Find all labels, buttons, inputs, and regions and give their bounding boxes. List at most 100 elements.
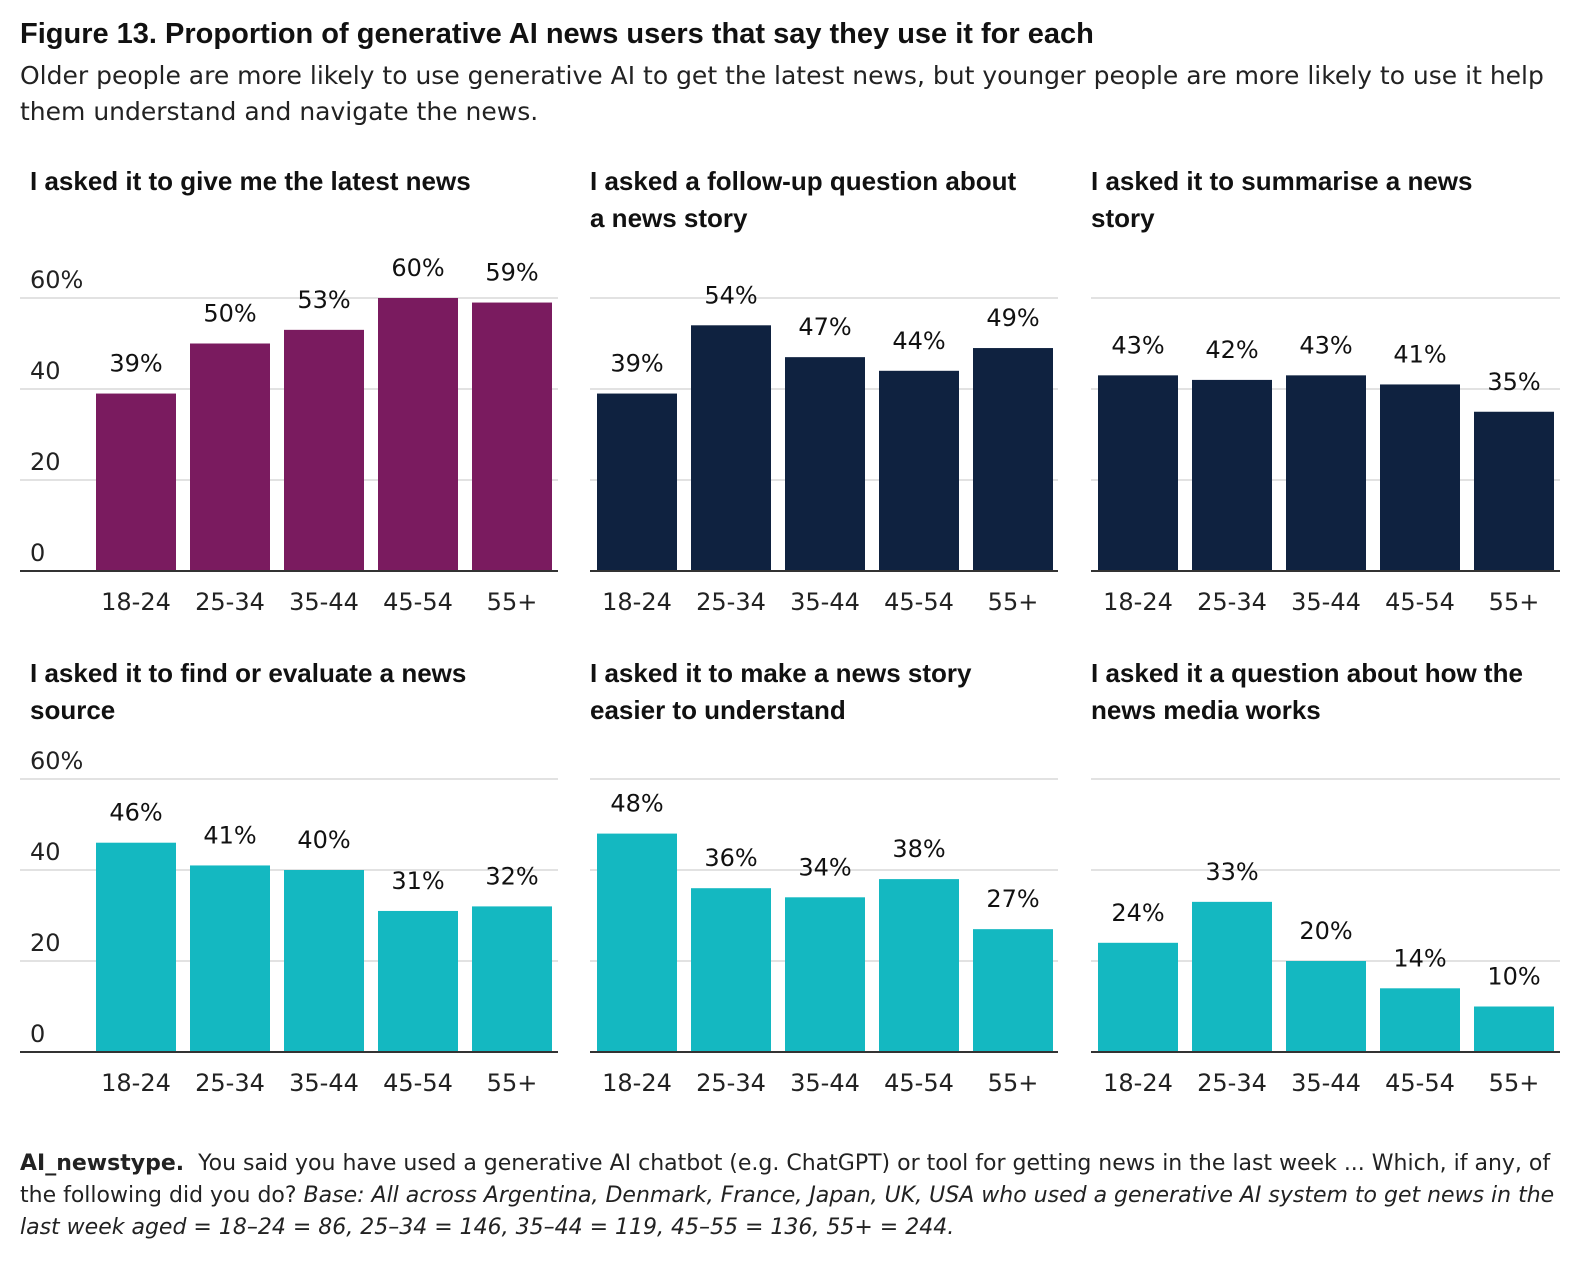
data-label: 60% xyxy=(391,254,444,282)
x-tick-label: 45-54 xyxy=(383,1069,453,1097)
bar xyxy=(1380,988,1460,1052)
data-label: 39% xyxy=(109,350,162,378)
x-tick-label: 55+ xyxy=(1489,588,1540,616)
bar xyxy=(378,298,458,571)
y-tick-label: 40 xyxy=(30,838,61,866)
panel-title: I asked it a question about how the xyxy=(1091,658,1523,688)
bar xyxy=(472,302,552,571)
bar xyxy=(785,897,865,1052)
footnote-label: AI_newstype. xyxy=(20,1151,185,1176)
footnote-question: You said you have used a generative AI c… xyxy=(20,1151,1551,1208)
bar xyxy=(190,865,270,1052)
bar xyxy=(96,393,176,571)
footnote-base: Base: All across Argentina, Denmark, Fra… xyxy=(20,1183,1555,1240)
bar xyxy=(96,842,176,1052)
data-label: 10% xyxy=(1487,963,1540,991)
bar xyxy=(879,370,959,571)
x-tick-label: 25-34 xyxy=(1197,1069,1267,1097)
footnote: AI_newstype. You said you have used a ge… xyxy=(20,1148,1560,1244)
x-tick-label: 45-54 xyxy=(1385,588,1455,616)
x-tick-label: 45-54 xyxy=(884,1069,954,1097)
data-label: 42% xyxy=(1205,336,1258,364)
data-label: 33% xyxy=(1205,858,1258,886)
bar xyxy=(597,833,677,1052)
data-label: 34% xyxy=(798,853,851,881)
data-label: 40% xyxy=(297,826,350,854)
x-tick-label: 18-24 xyxy=(101,588,171,616)
data-label: 41% xyxy=(203,821,256,849)
x-tick-label: 35-44 xyxy=(790,1069,860,1097)
x-tick-label: 18-24 xyxy=(602,1069,672,1097)
data-label: 49% xyxy=(986,304,1039,332)
bar xyxy=(597,393,677,571)
bar xyxy=(1098,942,1178,1052)
bar xyxy=(1474,411,1554,571)
y-tick-label: 0 xyxy=(30,1020,45,1048)
x-tick-label: 35-44 xyxy=(289,588,359,616)
panel-title: I asked a follow-up question about xyxy=(590,166,1016,196)
data-label: 47% xyxy=(798,313,851,341)
y-tick-label: 60% xyxy=(30,266,83,294)
data-label: 24% xyxy=(1111,899,1164,927)
panel-title: easier to understand xyxy=(590,695,846,725)
y-tick-label: 60% xyxy=(30,747,83,775)
figure-title: Figure 13. Proportion of generative AI n… xyxy=(20,18,1094,50)
x-tick-label: 55+ xyxy=(487,1069,538,1097)
x-tick-label: 25-34 xyxy=(696,1069,766,1097)
data-label: 36% xyxy=(704,844,757,872)
panel-title: I asked it to find or evaluate a news xyxy=(30,658,466,688)
panel-title: I asked it to make a news story xyxy=(590,658,972,688)
x-tick-label: 18-24 xyxy=(1103,588,1173,616)
data-label: 20% xyxy=(1299,917,1352,945)
data-label: 50% xyxy=(203,300,256,328)
data-label: 32% xyxy=(485,862,538,890)
x-tick-label: 18-24 xyxy=(1103,1069,1173,1097)
data-label: 46% xyxy=(109,799,162,827)
x-tick-label: 55+ xyxy=(1489,1069,1540,1097)
x-tick-label: 45-54 xyxy=(383,588,453,616)
data-label: 41% xyxy=(1393,340,1446,368)
bar xyxy=(691,888,771,1052)
x-tick-label: 35-44 xyxy=(1291,588,1361,616)
bar xyxy=(879,879,959,1052)
bar xyxy=(1286,961,1366,1052)
x-tick-label: 45-54 xyxy=(1385,1069,1455,1097)
panel-title: I asked it to summarise a news xyxy=(1091,166,1473,196)
bar xyxy=(973,348,1053,571)
x-tick-label: 35-44 xyxy=(1291,1069,1361,1097)
x-tick-label: 35-44 xyxy=(790,588,860,616)
panel-title: a news story xyxy=(590,203,748,233)
data-label: 43% xyxy=(1111,331,1164,359)
x-tick-label: 18-24 xyxy=(602,588,672,616)
data-label: 48% xyxy=(610,790,663,818)
bar xyxy=(378,910,458,1052)
bar xyxy=(190,343,270,571)
x-tick-label: 55+ xyxy=(988,1069,1039,1097)
data-label: 38% xyxy=(892,835,945,863)
bar xyxy=(284,870,364,1052)
bar xyxy=(1474,1006,1554,1052)
data-label: 39% xyxy=(610,350,663,378)
data-label: 43% xyxy=(1299,331,1352,359)
x-tick-label: 45-54 xyxy=(884,588,954,616)
bar xyxy=(1098,375,1178,571)
y-tick-label: 20 xyxy=(30,448,61,476)
data-label: 14% xyxy=(1393,944,1446,972)
data-label: 31% xyxy=(391,867,444,895)
panel-title: news media works xyxy=(1091,695,1321,725)
figure-subtitle: Older people are more likely to use gene… xyxy=(20,61,1544,126)
data-label: 27% xyxy=(986,885,1039,913)
bar xyxy=(1192,379,1272,571)
data-label: 59% xyxy=(485,259,538,287)
data-label: 54% xyxy=(704,281,757,309)
x-tick-label: 25-34 xyxy=(1197,588,1267,616)
bar xyxy=(472,906,552,1052)
data-label: 53% xyxy=(297,286,350,314)
x-tick-label: 25-34 xyxy=(195,588,265,616)
bar xyxy=(1286,375,1366,571)
data-label: 35% xyxy=(1487,368,1540,396)
bar xyxy=(785,357,865,571)
bar xyxy=(284,329,364,571)
data-label: 44% xyxy=(892,327,945,355)
